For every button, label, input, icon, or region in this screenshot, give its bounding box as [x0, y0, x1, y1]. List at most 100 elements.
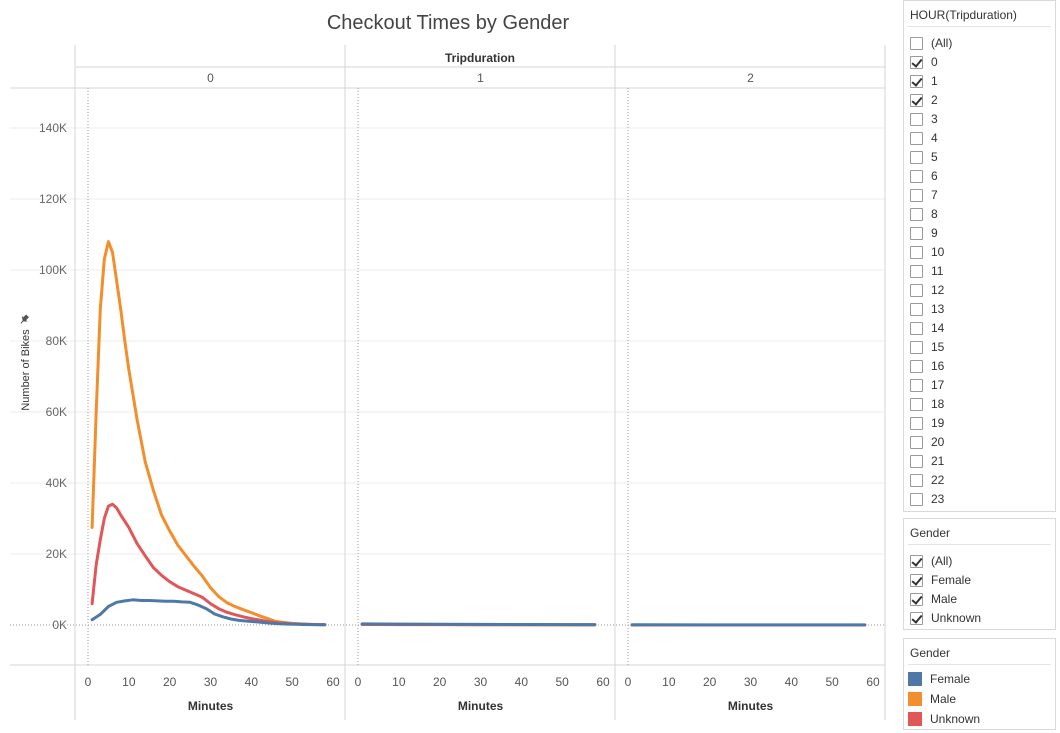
y-tick-label: 80K [46, 334, 67, 348]
legend-swatch [908, 672, 922, 686]
gender-filter-option[interactable]: (All) [910, 552, 952, 570]
checkbox-unchecked[interactable] [910, 435, 923, 449]
hour-filter-option[interactable]: 21 [910, 452, 944, 470]
x-tick-label: 50 [555, 675, 569, 689]
hour-filter-option[interactable]: 23 [910, 490, 944, 508]
legend-item[interactable]: Male [908, 690, 956, 708]
hour-filter-option[interactable]: 2 [910, 91, 938, 109]
checkbox-unchecked[interactable] [910, 150, 923, 164]
checkbox-checked[interactable] [910, 55, 923, 69]
hour-filter-option[interactable]: 13 [910, 300, 944, 318]
hour-filter-option[interactable]: 5 [910, 148, 938, 166]
y-tick-label: 60K [46, 405, 67, 419]
checkbox-unchecked[interactable] [910, 131, 923, 145]
series-line-unknown [90, 502, 327, 627]
gender-filter-option-label: Male [931, 592, 958, 606]
hour-filter-option[interactable]: 20 [910, 433, 944, 451]
hour-filter-option-label: 8 [931, 207, 938, 221]
x-tick-label: 30 [744, 675, 758, 689]
hour-filter-option-label: 11 [931, 264, 944, 278]
hour-filter-option[interactable]: 18 [910, 395, 944, 413]
checkbox-checked[interactable] [910, 93, 923, 107]
x-tick-label: 20 [703, 675, 717, 689]
hour-filter-option-label: 7 [931, 188, 938, 202]
hour-filter-option-label: 10 [931, 245, 945, 259]
hour-filter-option[interactable]: 1 [910, 72, 938, 90]
gender-filter-option[interactable]: Female [910, 571, 971, 589]
hour-filter-option-label: 21 [931, 454, 945, 468]
hour-filter-option[interactable]: 8 [910, 205, 938, 223]
checkbox-unchecked[interactable] [910, 36, 923, 50]
hour-filter-option-label: 0 [931, 55, 938, 69]
hour-filter-option[interactable]: (All) [910, 34, 952, 52]
checkbox-checked[interactable] [910, 611, 923, 625]
y-tick-label: 100K [39, 263, 67, 277]
hour-filter-option-label: 4 [931, 131, 938, 145]
checkbox-unchecked[interactable] [910, 321, 923, 335]
checkbox-unchecked[interactable] [910, 340, 923, 354]
facet-label: 1 [477, 71, 484, 85]
hour-filter-option-label: 19 [931, 416, 945, 430]
checkbox-unchecked[interactable] [910, 473, 923, 487]
y-tick-label: 140K [39, 121, 67, 135]
legend-item[interactable]: Unknown [908, 710, 980, 728]
hour-filter-option-label: 6 [931, 169, 938, 183]
x-tick-label: 60 [866, 675, 880, 689]
hour-filter-option-label: 22 [931, 473, 945, 487]
x-tick-label: 0 [625, 675, 632, 689]
checkbox-unchecked[interactable] [910, 378, 923, 392]
hour-filter-option[interactable]: 0 [910, 53, 938, 71]
gender-legend-panel: Gender Female Male Unknown [903, 638, 1056, 730]
checkbox-checked[interactable] [910, 554, 923, 568]
checkbox-unchecked[interactable] [910, 397, 923, 411]
x-tick-label: 20 [433, 675, 447, 689]
hour-filter-option-label: 17 [931, 378, 945, 392]
hour-filter-option[interactable]: 17 [910, 376, 944, 394]
y-tick-label: 0K [52, 618, 67, 632]
checkbox-unchecked[interactable] [910, 492, 923, 506]
x-tick-label: 10 [122, 675, 136, 689]
checkbox-unchecked[interactable] [910, 359, 923, 373]
hour-filter-option[interactable]: 12 [910, 281, 944, 299]
checkbox-unchecked[interactable] [910, 264, 923, 278]
hour-filter-option-label: 18 [931, 397, 945, 411]
series-line-male [90, 240, 327, 627]
hour-filter-option[interactable]: 19 [910, 414, 944, 432]
hour-filter-title: HOUR(Tripduration) [910, 8, 1017, 22]
hour-filter-option[interactable]: 9 [910, 224, 938, 242]
x-tick-label: 30 [204, 675, 218, 689]
gender-filter-title: Gender [910, 526, 951, 540]
legend-item[interactable]: Female [908, 670, 970, 688]
gender-filter-option[interactable]: Male [910, 590, 957, 608]
checkbox-unchecked[interactable] [910, 283, 923, 297]
hour-filter-option[interactable]: 10 [910, 243, 944, 261]
checkbox-unchecked[interactable] [910, 169, 923, 183]
hour-filter-option[interactable]: 11 [910, 262, 943, 280]
checkbox-checked[interactable] [910, 573, 923, 587]
checkbox-unchecked[interactable] [910, 112, 923, 126]
checkbox-checked[interactable] [910, 592, 923, 606]
x-tick-label: 10 [662, 675, 676, 689]
hour-filter-option[interactable]: 22 [910, 471, 944, 489]
checkbox-unchecked[interactable] [910, 245, 923, 259]
checkbox-unchecked[interactable] [910, 207, 923, 221]
checkbox-unchecked[interactable] [910, 226, 923, 240]
hour-filter-option[interactable]: 4 [910, 129, 938, 147]
checkbox-unchecked[interactable] [910, 454, 923, 468]
checkbox-unchecked[interactable] [910, 188, 923, 202]
checkbox-checked[interactable] [910, 74, 923, 88]
hour-filter-option[interactable]: 7 [910, 186, 938, 204]
hour-filter-option[interactable]: 3 [910, 110, 938, 128]
hour-filter-option[interactable]: 14 [910, 319, 944, 337]
checkbox-unchecked[interactable] [910, 416, 923, 430]
x-tick-label: 40 [515, 675, 529, 689]
hour-filter-option[interactable]: 16 [910, 357, 944, 375]
legend-swatch [908, 712, 922, 726]
hour-filter-option[interactable]: 6 [910, 167, 938, 185]
hour-filter-option[interactable]: 15 [910, 338, 944, 356]
gender-filter-option[interactable]: Unknown [910, 609, 981, 627]
checkbox-unchecked[interactable] [910, 302, 923, 316]
y-axis-label: Number of Bikes [20, 329, 32, 411]
facet-header-title: Tripduration [445, 51, 515, 65]
hour-filter-option-label: 5 [931, 150, 938, 164]
